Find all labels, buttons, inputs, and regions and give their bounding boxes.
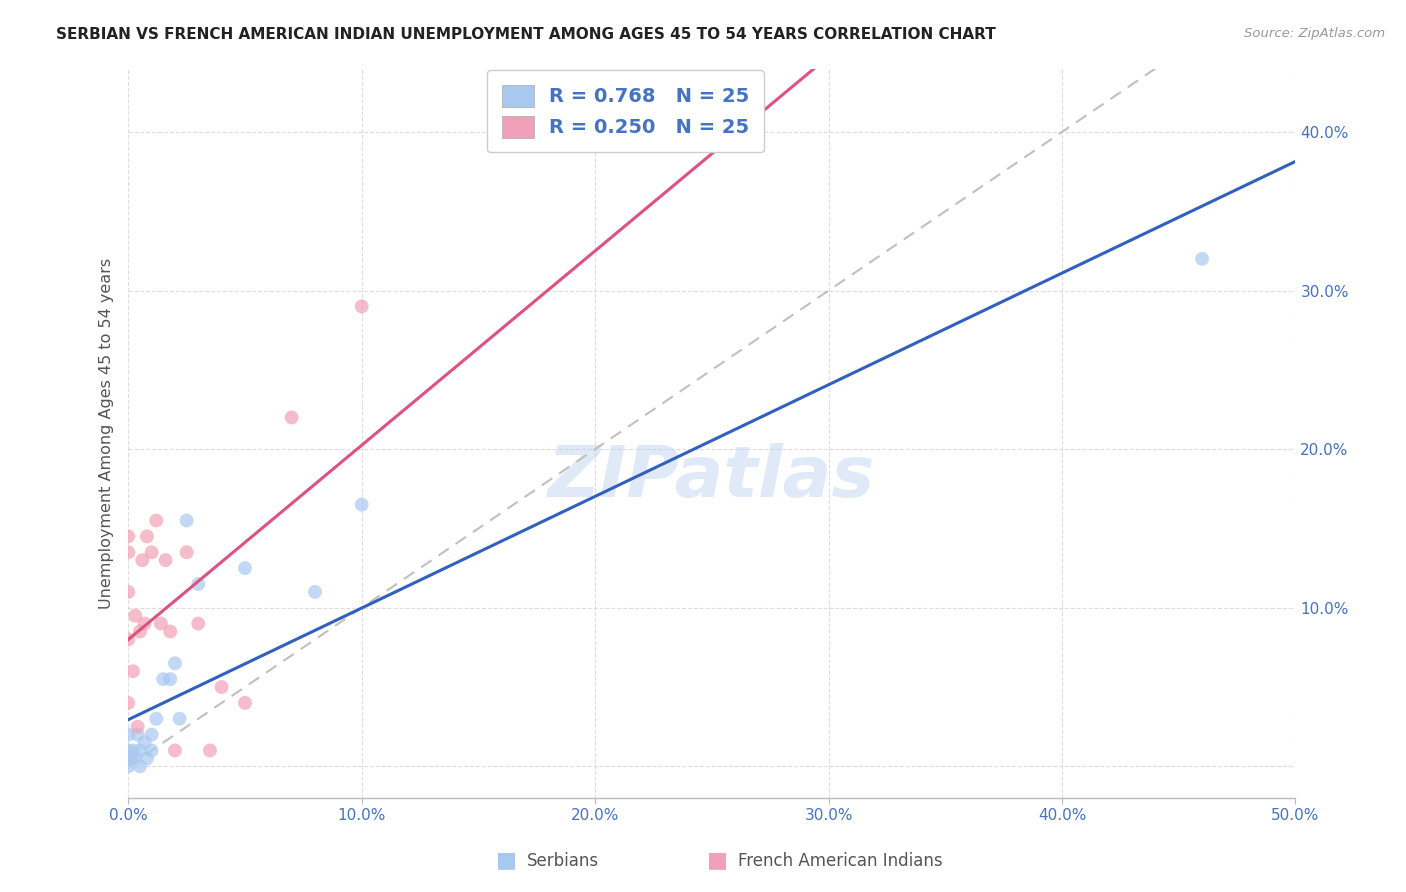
Point [117, 632, 139, 647]
Point [135, 751, 157, 765]
Point [127, 720, 149, 734]
Point [134, 616, 156, 631]
Point [163, 657, 186, 671]
Point [129, 759, 152, 773]
Point [135, 529, 157, 543]
Point [169, 712, 191, 726]
Point [211, 680, 233, 694]
Point [129, 624, 152, 639]
Point [122, 743, 145, 757]
Point [350, 300, 373, 314]
Point [117, 751, 139, 765]
Point [141, 743, 163, 757]
Point [159, 624, 181, 639]
Point [117, 585, 139, 599]
Point [120, 751, 142, 765]
Point [117, 759, 139, 773]
Point [176, 514, 198, 528]
Point [233, 696, 256, 710]
Point [145, 514, 167, 528]
Point [163, 743, 186, 757]
Point [141, 545, 163, 559]
Point [187, 616, 209, 631]
Point [131, 553, 153, 567]
Point [124, 608, 146, 623]
Text: ■: ■ [496, 850, 516, 870]
Point [149, 616, 172, 631]
Y-axis label: Unemployment Among Ages 45 to 54 years: Unemployment Among Ages 45 to 54 years [100, 258, 114, 609]
Point [350, 498, 373, 512]
Point [304, 585, 326, 599]
Point [233, 561, 256, 575]
Point [117, 696, 139, 710]
Text: ZIPatlas: ZIPatlas [548, 442, 876, 512]
Text: SERBIAN VS FRENCH AMERICAN INDIAN UNEMPLOYMENT AMONG AGES 45 TO 54 YEARS CORRELA: SERBIAN VS FRENCH AMERICAN INDIAN UNEMPL… [56, 27, 995, 42]
Point [117, 545, 139, 559]
Point [129, 743, 152, 757]
Legend: R = 0.768   N = 25, R = 0.250   N = 25: R = 0.768 N = 25, R = 0.250 N = 25 [488, 70, 763, 153]
Point [117, 743, 139, 757]
Point [198, 743, 221, 757]
Point [124, 751, 146, 765]
Text: French American Indians: French American Indians [738, 852, 943, 870]
Point [280, 410, 302, 425]
Point [127, 728, 149, 742]
Point [187, 577, 209, 591]
Text: Source: ZipAtlas.com: Source: ZipAtlas.com [1244, 27, 1385, 40]
Point [117, 529, 139, 543]
Point [141, 728, 163, 742]
Text: Serbians: Serbians [527, 852, 599, 870]
Point [117, 728, 139, 742]
Point [1191, 252, 1213, 266]
Point [159, 672, 181, 686]
Point [145, 712, 167, 726]
Point [176, 545, 198, 559]
Text: ■: ■ [707, 850, 727, 870]
Point [134, 735, 156, 749]
Point [122, 664, 145, 678]
Point [152, 672, 174, 686]
Point [155, 553, 177, 567]
